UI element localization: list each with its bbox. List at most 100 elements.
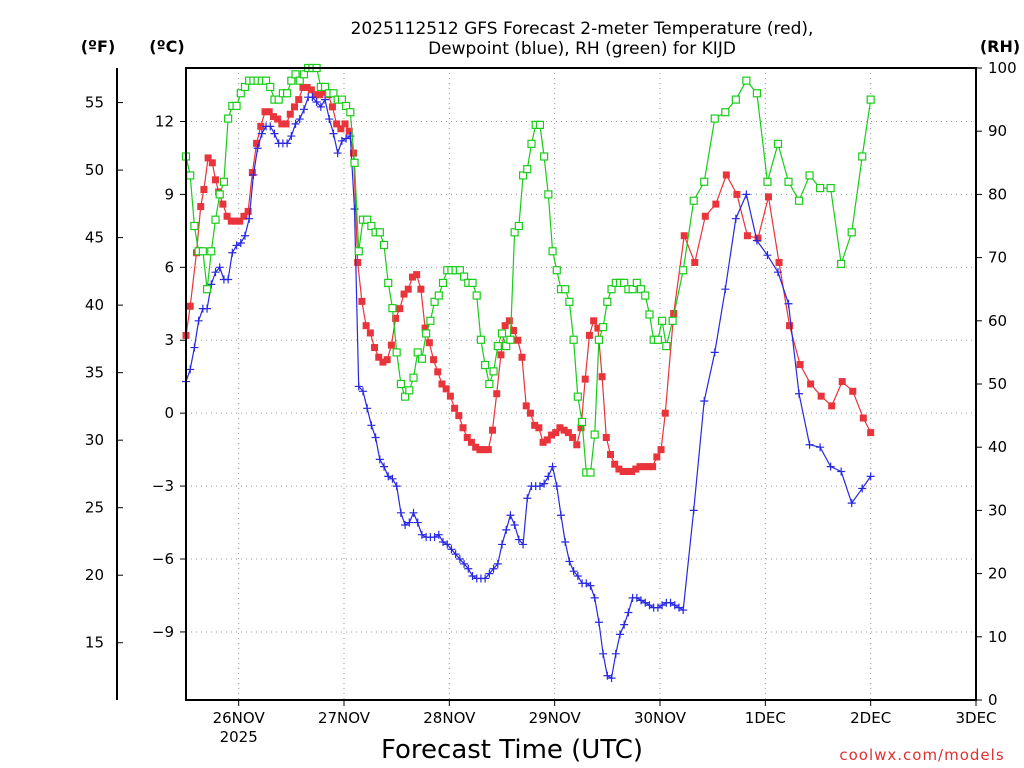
2-meter-temperature-point bbox=[387, 341, 395, 349]
dewpoint-point bbox=[795, 389, 804, 398]
2-meter-temperature-point bbox=[510, 327, 518, 335]
relative-humidity-point bbox=[342, 101, 351, 111]
dewpoint-point bbox=[203, 304, 212, 313]
relative-humidity-point bbox=[569, 335, 578, 344]
relative-humidity-point bbox=[662, 341, 671, 351]
2-meter-temperature-point bbox=[265, 108, 273, 116]
dewpoint-point bbox=[653, 603, 662, 612]
2-meter-temperature-point bbox=[375, 353, 383, 361]
dewpoint-point bbox=[858, 484, 867, 493]
series-layer bbox=[181, 63, 875, 683]
rh-tick-label: 30 bbox=[988, 501, 1007, 519]
relative-humidity-point bbox=[502, 341, 511, 351]
rh-tick-label: 20 bbox=[988, 565, 1007, 583]
dewpoint-point bbox=[506, 511, 515, 520]
dewpoint-point bbox=[670, 601, 679, 610]
2-meter-temperature-point bbox=[552, 429, 560, 437]
relative-humidity-point bbox=[514, 221, 523, 231]
relative-humidity-point bbox=[283, 89, 292, 98]
2-meter-temperature-point bbox=[522, 402, 530, 410]
relative-humidity-point bbox=[396, 379, 405, 389]
relative-humidity-point bbox=[763, 177, 772, 186]
2-meter-temperature-point bbox=[204, 154, 212, 162]
celsius-tick-label: 9 bbox=[164, 185, 174, 203]
2-meter-temperature-point bbox=[362, 322, 370, 330]
dewpoint-point bbox=[666, 598, 675, 607]
dewpoint-point bbox=[544, 472, 553, 481]
2-meter-temperature-point bbox=[333, 120, 341, 128]
celsius-tick-label: 12 bbox=[155, 112, 174, 130]
rh-tick-label: 40 bbox=[988, 438, 1007, 456]
relative-humidity-point bbox=[561, 285, 570, 294]
2-meter-temperature-point bbox=[775, 258, 783, 266]
dewpoint-point bbox=[590, 593, 599, 602]
2-meter-temperature-point bbox=[328, 103, 336, 111]
relative-humidity-point bbox=[858, 152, 867, 161]
2-meter-temperature-point bbox=[282, 120, 290, 128]
relative-humidity-point bbox=[679, 266, 688, 275]
relative-humidity-point bbox=[489, 367, 498, 376]
relative-humidity-point bbox=[438, 278, 448, 287]
relative-humidity-point bbox=[422, 329, 431, 338]
dewpoint-point bbox=[582, 579, 591, 588]
dewpoint-point bbox=[299, 105, 308, 114]
chart-title-line-1: 2025112512 GFS Forecast 2-meter Temperat… bbox=[351, 19, 814, 39]
relative-humidity-point bbox=[628, 285, 637, 294]
relative-humidity-point bbox=[527, 139, 536, 148]
relative-humidity-point bbox=[721, 108, 730, 117]
rh-tick-label: 10 bbox=[988, 628, 1007, 646]
relative-humidity-point bbox=[510, 228, 519, 237]
dewpoint-point bbox=[658, 601, 667, 610]
dewpoint-point bbox=[481, 574, 490, 583]
2-meter-temperature-point bbox=[425, 339, 433, 347]
2-meter-temperature-point bbox=[514, 336, 522, 344]
dewpoint-point bbox=[358, 387, 367, 396]
relative-humidity-point bbox=[577, 417, 587, 427]
dewpoint-point bbox=[325, 115, 334, 124]
dewpoint-point bbox=[599, 649, 608, 658]
rh-tick-label: 0 bbox=[988, 691, 998, 709]
2-meter-temperature-point bbox=[807, 380, 815, 388]
relative-humidity-point bbox=[603, 297, 612, 306]
2-meter-temperature-point bbox=[722, 171, 730, 179]
2-meter-temperature-point bbox=[463, 433, 471, 441]
x-tick-label: 30NOV bbox=[634, 709, 687, 727]
relative-humidity-point bbox=[354, 247, 363, 256]
2-meter-temperature-point bbox=[489, 426, 497, 434]
dewpoint-point bbox=[460, 559, 469, 568]
2-meter-temperature-point bbox=[227, 217, 235, 225]
dewpoint-point bbox=[548, 462, 557, 471]
2-meter-temperature-point bbox=[240, 212, 248, 220]
x-tick-label: 3DEC bbox=[955, 709, 996, 727]
dewpoint-point bbox=[700, 397, 709, 406]
relative-humidity-point bbox=[544, 190, 553, 199]
relative-humidity-point bbox=[346, 108, 355, 117]
fahrenheit-tick-label: 20 bbox=[85, 566, 104, 584]
relative-humidity-point bbox=[636, 285, 646, 294]
relative-humidity-point bbox=[236, 89, 245, 98]
dewpoint-point bbox=[392, 482, 401, 491]
relative-humidity-point bbox=[485, 379, 494, 389]
2-meter-temperature-point bbox=[371, 344, 379, 352]
dewpoint-point bbox=[228, 248, 237, 257]
relative-humidity-point bbox=[266, 82, 275, 92]
2-meter-temperature-point bbox=[442, 385, 450, 393]
dewpoint-point bbox=[603, 671, 612, 680]
dewpoint-point bbox=[380, 462, 389, 471]
fahrenheit-tick-label: 35 bbox=[85, 364, 104, 382]
2-meter-temperature-point bbox=[354, 258, 362, 266]
x-tick-label: 2DEC bbox=[850, 709, 891, 727]
relative-humidity-point bbox=[198, 247, 207, 256]
2-meter-temperature-point bbox=[636, 463, 644, 471]
dewpoint-point bbox=[679, 606, 688, 615]
relative-humidity-point bbox=[413, 348, 422, 357]
dewpoint-point bbox=[236, 239, 245, 248]
dewpoint-point bbox=[430, 533, 439, 542]
2-meter-temperature-point bbox=[786, 322, 794, 330]
2-meter-temperature-point bbox=[590, 317, 598, 325]
relative-humidity-point bbox=[350, 158, 359, 167]
fahrenheit-tick-label: 25 bbox=[85, 499, 104, 517]
relative-humidity-point bbox=[430, 297, 439, 306]
relative-humidity-point bbox=[207, 247, 216, 256]
